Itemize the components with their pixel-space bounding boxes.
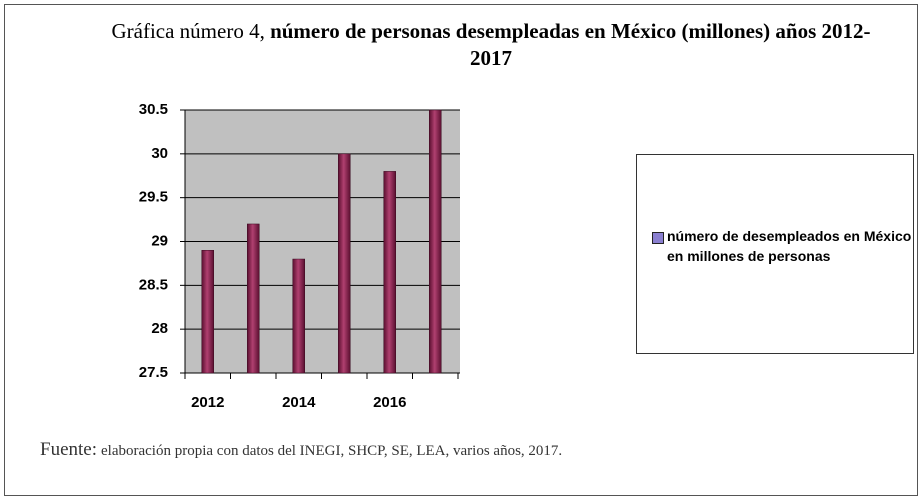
source-text: elaboración propia con datos del INEGI, … [101, 443, 563, 459]
chart-title: Gráfica número 4, número de personas des… [100, 18, 882, 72]
bar [383, 171, 396, 374]
legend-swatch [652, 232, 664, 244]
bar [201, 250, 214, 374]
x-tick-label: 2012 [191, 394, 224, 411]
title-main: número de personas desempleadas en Méxic… [270, 19, 871, 70]
y-tick-label: 29 [151, 232, 168, 249]
bar [292, 258, 305, 374]
legend-label: número de desempleados en México en mill… [667, 228, 912, 264]
y-tick-label: 28 [151, 320, 168, 337]
title-prefix: Gráfica número 4, [111, 19, 265, 43]
x-tick-label: 2014 [282, 394, 316, 411]
y-tick-label: 30.5 [139, 101, 168, 118]
y-tick-label: 27.5 [139, 364, 168, 381]
bar [429, 109, 442, 374]
y-tick-label: 28.5 [139, 276, 168, 293]
y-tick-label: 29.5 [139, 189, 168, 206]
y-tick-label: 30 [151, 145, 168, 162]
x-tick-label: 2016 [373, 394, 406, 411]
source-label: Fuente: [40, 439, 97, 460]
source: Fuente: elaboración propia con datos del… [40, 439, 562, 461]
bar [338, 153, 351, 374]
legend: número de desempleados en México en mill… [636, 154, 914, 354]
frame [4, 4, 918, 496]
bar [247, 223, 260, 374]
